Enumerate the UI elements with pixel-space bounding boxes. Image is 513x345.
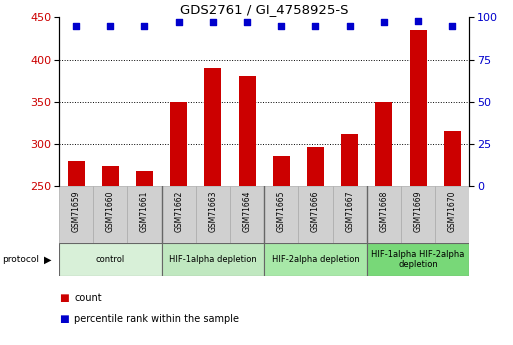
Bar: [376, 102, 392, 186]
Bar: [162, 186, 196, 243]
Text: control: control: [95, 255, 125, 264]
Text: GSM71669: GSM71669: [413, 191, 423, 232]
Text: GSM71666: GSM71666: [311, 191, 320, 232]
Text: GSM71661: GSM71661: [140, 191, 149, 232]
Text: HIF-1alpha HIF-2alpha
depletion: HIF-1alpha HIF-2alpha depletion: [371, 250, 465, 269]
Point: [141, 23, 149, 28]
Text: percentile rank within the sample: percentile rank within the sample: [74, 314, 240, 324]
Text: GSM71664: GSM71664: [243, 191, 251, 232]
Text: HIF-2alpha depletion: HIF-2alpha depletion: [271, 255, 360, 264]
Text: GSM71665: GSM71665: [277, 191, 286, 232]
Bar: [273, 156, 290, 186]
Text: GSM71668: GSM71668: [380, 191, 388, 232]
Bar: [444, 131, 461, 186]
Point: [174, 20, 183, 25]
Bar: [367, 186, 401, 243]
Text: protocol: protocol: [3, 255, 40, 264]
Bar: [341, 134, 358, 186]
Bar: [136, 171, 153, 186]
Point: [209, 20, 217, 25]
Point: [72, 23, 80, 28]
Text: GSM71662: GSM71662: [174, 191, 183, 232]
Point: [311, 23, 320, 28]
Bar: [196, 186, 230, 243]
Point: [106, 23, 114, 28]
Bar: [230, 186, 264, 243]
Text: GSM71667: GSM71667: [345, 191, 354, 232]
Bar: [239, 76, 255, 186]
Text: ▶: ▶: [44, 255, 51, 264]
Bar: [204, 68, 222, 186]
Bar: [59, 243, 162, 276]
Bar: [299, 186, 332, 243]
Bar: [127, 186, 162, 243]
Title: GDS2761 / GI_4758925-S: GDS2761 / GI_4758925-S: [180, 3, 348, 16]
Point: [414, 18, 422, 23]
Bar: [401, 186, 435, 243]
Bar: [307, 147, 324, 186]
Bar: [264, 186, 299, 243]
Text: GSM71663: GSM71663: [208, 191, 218, 232]
Text: GSM71660: GSM71660: [106, 191, 115, 232]
Text: GSM71659: GSM71659: [72, 191, 81, 232]
Point: [380, 20, 388, 25]
Bar: [435, 186, 469, 243]
Text: GSM71670: GSM71670: [448, 191, 457, 232]
Bar: [409, 30, 427, 186]
Bar: [264, 243, 367, 276]
Text: HIF-1alpha depletion: HIF-1alpha depletion: [169, 255, 257, 264]
Bar: [170, 102, 187, 186]
Bar: [93, 186, 127, 243]
Bar: [59, 186, 93, 243]
Text: count: count: [74, 294, 102, 303]
Point: [448, 23, 457, 28]
Point: [243, 20, 251, 25]
Point: [346, 23, 354, 28]
Bar: [332, 186, 367, 243]
Bar: [367, 243, 469, 276]
Text: ■: ■: [59, 314, 69, 324]
Text: ■: ■: [59, 294, 69, 303]
Bar: [162, 243, 264, 276]
Bar: [68, 161, 85, 186]
Bar: [102, 166, 119, 186]
Point: [277, 23, 285, 28]
